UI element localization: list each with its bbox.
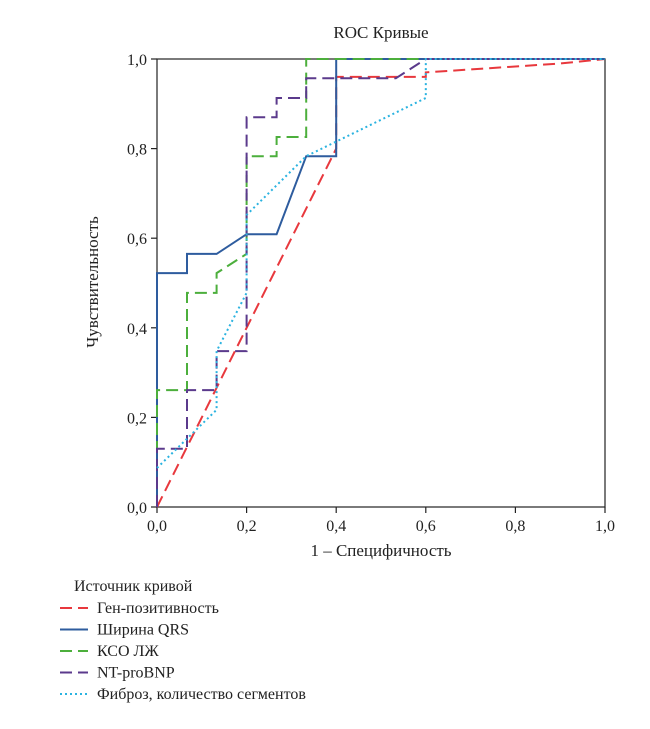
series-4-line (156, 58, 605, 507)
y-tick-label: 1,0 (127, 52, 147, 69)
y-tick-label: 0,8 (127, 142, 147, 159)
legend-title: Источник кривой (74, 578, 193, 595)
legend: Ген-позитивность Ширина QRS КСО ЛЖ NT-proBN… (60, 600, 306, 703)
series-5-line (156, 58, 605, 469)
series-2-line (156, 58, 605, 507)
series-layer (156, 58, 606, 508)
x-tick-label: 0,6 (416, 518, 436, 535)
x-tick-label: 0,2 (237, 518, 257, 535)
x-tick-label: 0,4 (326, 518, 346, 535)
axis-ticks: 0,0 0,2 0,4 0,6 0,8 1,0 0,0 0,2 0,4 0,6 0,8 1,0 (127, 52, 615, 535)
series-5-legend-label: Фиброз, количество сегментов (97, 686, 306, 703)
series-1-line (156, 58, 606, 508)
x-axis-label: 1 – Специфичность (310, 541, 451, 560)
x-tick-label: 0,8 (505, 518, 525, 535)
y-tick-label: 0,4 (127, 321, 147, 338)
y-tick-label: 0,6 (127, 231, 147, 248)
x-tick-label: 1,0 (595, 518, 615, 535)
series-3-line (156, 58, 605, 507)
series-3-legend-label: КСО ЛЖ (97, 643, 159, 660)
series-4-legend-label: NT-proBNP (97, 665, 175, 682)
plot-frame (156, 58, 606, 508)
chart-title: ROC Кривые (333, 23, 428, 42)
series-1-legend-label: Ген-позитивность (97, 600, 219, 617)
y-tick-label: 0,2 (127, 410, 147, 427)
series-2-legend-label: Ширина QRS (97, 622, 189, 639)
y-tick-label: 0,0 (127, 500, 147, 517)
y-axis-label: Чувствительность (83, 216, 102, 348)
x-tick-label: 0,0 (147, 518, 167, 535)
